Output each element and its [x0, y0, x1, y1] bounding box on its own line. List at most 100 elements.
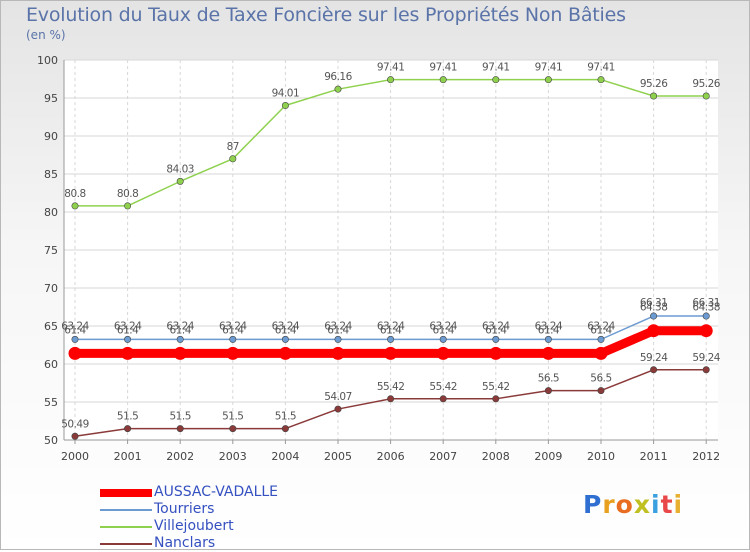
data-label: 95.26 — [692, 78, 720, 90]
logo-letter: i — [673, 490, 684, 519]
data-label: 87 — [227, 141, 239, 153]
series-nanclars — [71, 366, 710, 440]
data-label: 61.4 — [380, 324, 402, 336]
data-point — [597, 335, 605, 343]
data-point — [387, 335, 395, 343]
data-point — [489, 346, 503, 360]
data-label: 66.31 — [692, 297, 720, 309]
data-label: 63.24 — [166, 320, 194, 332]
series-villejoubert — [71, 76, 710, 210]
data-label: 97.41 — [535, 62, 563, 74]
legend-item: Nanclars — [100, 535, 360, 552]
data-label: 61.4 — [538, 324, 560, 336]
data-point — [702, 92, 710, 100]
data-label: 63.24 — [482, 320, 510, 332]
y-axis-unit-label: (en %) — [26, 28, 66, 42]
y-tick-label: 55 — [44, 396, 58, 409]
data-point — [594, 346, 608, 360]
y-tick-label: 95 — [44, 92, 58, 105]
data-label: 63.24 — [377, 320, 405, 332]
legend-label: AUSSAC-VADALLE — [154, 484, 279, 500]
data-point — [334, 85, 342, 93]
legend-swatch — [100, 489, 152, 497]
y-tick-label: 70 — [44, 282, 58, 295]
data-point — [124, 202, 132, 210]
x-tick-label: 2003 — [219, 450, 247, 463]
logo-letter: t — [660, 490, 674, 519]
data-label: 61.4 — [170, 324, 192, 336]
data-point — [229, 425, 237, 433]
data-label: 50.49 — [61, 418, 89, 430]
x-tick-label: 2005 — [324, 450, 352, 463]
y-tick-label: 75 — [44, 244, 58, 257]
data-point — [281, 335, 289, 343]
data-label: 63.24 — [429, 320, 457, 332]
data-point — [68, 346, 82, 360]
data-point — [229, 335, 237, 343]
data-label: 61.4 — [64, 324, 86, 336]
y-tick-label: 85 — [44, 168, 58, 181]
data-label: 63.24 — [219, 320, 247, 332]
data-label: 95.26 — [640, 78, 668, 90]
data-label: 61.4 — [485, 324, 507, 336]
data-point — [544, 76, 552, 84]
data-point — [334, 335, 342, 343]
data-label: 55.42 — [429, 381, 457, 393]
x-tick-label: 2007 — [429, 450, 457, 463]
data-point — [71, 202, 79, 210]
x-tick-label: 2002 — [166, 450, 194, 463]
data-point — [544, 335, 552, 343]
data-label: 55.42 — [482, 381, 510, 393]
data-point — [492, 76, 500, 84]
logo-letter: i — [651, 490, 661, 519]
data-point — [384, 346, 398, 360]
data-point — [387, 395, 395, 403]
data-point — [124, 425, 132, 433]
y-tick-label: 80 — [44, 206, 58, 219]
data-point — [278, 346, 292, 360]
data-label: 51.5 — [222, 411, 243, 423]
data-label: 64.38 — [640, 302, 668, 314]
logo-letter: x — [633, 490, 651, 519]
data-label: 97.41 — [429, 62, 457, 74]
data-point — [281, 425, 289, 433]
legend-swatch — [100, 543, 152, 545]
data-point — [71, 432, 79, 440]
x-tick-label: 2011 — [640, 450, 668, 463]
data-label: 64.38 — [692, 302, 720, 314]
data-label: 54.07 — [324, 391, 352, 403]
proxiti-logo: Proxiti — [583, 490, 683, 519]
data-label: 80.8 — [64, 188, 85, 200]
y-tick-label: 100 — [37, 54, 58, 67]
data-point — [544, 387, 552, 395]
data-point — [439, 395, 447, 403]
data-point — [387, 76, 395, 84]
data-label: 61.4 — [590, 324, 612, 336]
data-point — [121, 346, 135, 360]
x-tick-label: 2000 — [61, 450, 89, 463]
data-label: 56.5 — [590, 373, 611, 385]
data-point — [650, 312, 658, 320]
y-tick-label: 50 — [44, 434, 58, 447]
data-point — [281, 102, 289, 110]
data-point — [176, 177, 184, 185]
data-label: 63.24 — [61, 320, 89, 332]
data-label: 63.24 — [272, 320, 300, 332]
logo-letter: r — [602, 490, 616, 519]
data-label: 51.5 — [170, 411, 191, 423]
x-tick-label: 2010 — [587, 450, 615, 463]
data-point — [331, 346, 345, 360]
data-point — [597, 387, 605, 395]
legend-label: Villejoubert — [154, 518, 234, 534]
data-label: 80.8 — [117, 188, 138, 200]
data-label: 61.4 — [117, 324, 139, 336]
data-label: 63.24 — [114, 320, 142, 332]
x-tick-label: 2008 — [482, 450, 510, 463]
data-label: 84.03 — [166, 163, 194, 175]
data-point — [650, 366, 658, 374]
x-tick-label: 2001 — [114, 450, 142, 463]
logo-letter: P — [583, 490, 603, 519]
data-label: 59.24 — [692, 352, 720, 364]
y-tick-label: 90 — [44, 130, 58, 143]
